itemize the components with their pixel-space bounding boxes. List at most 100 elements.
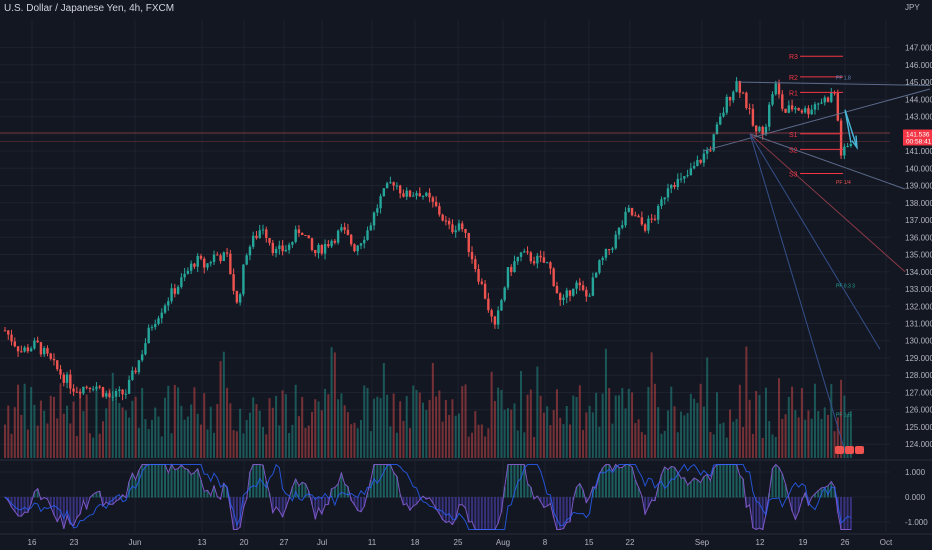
candle-body [363,239,366,244]
volume-bar [294,384,297,458]
osc-bar [160,464,163,498]
volume-bar [784,414,787,458]
osc-bar [745,497,748,508]
candle-body [444,220,448,222]
volume-bar [702,406,705,458]
volume-bar [245,419,248,458]
top-line [739,81,931,87]
candle-body [480,281,484,284]
volume-bar [399,401,402,458]
candle-body [392,182,395,186]
candle-body [13,341,16,347]
candle-body [634,215,637,217]
volume-bar [621,388,624,458]
osc-bar [484,497,487,530]
volume-bar [402,420,405,458]
volume-bar [10,433,13,458]
candle-body [565,290,568,298]
candle-body [650,218,653,220]
candle-body [830,92,833,102]
osc-bar [66,497,69,517]
candle-body [49,353,52,359]
candle-body [624,211,627,226]
osc-bar [784,484,787,498]
candle-body [147,327,150,344]
candle-body [572,288,575,296]
candle-body [26,347,30,352]
candle-body [617,227,621,235]
candle-body [673,185,676,188]
volume-bar [617,395,620,458]
volume-bar [209,406,212,458]
volume-bar [693,398,696,458]
osc-bar [304,483,307,498]
volume-bar [448,414,451,458]
candle-body [343,227,346,230]
osc-bar [154,464,157,498]
volume-bar [395,432,398,458]
y-tick-label: 126.000 [905,406,932,415]
volume-bar [640,432,643,458]
volume-bar [252,397,255,458]
volume-bar [542,412,545,458]
candle-body [591,277,595,296]
osc-bar [310,497,313,505]
candle-body [457,223,461,231]
volume-bar [79,391,82,458]
candle-body [69,374,72,389]
candle-body [291,241,294,245]
osc-bar [111,497,114,505]
volume-bar [614,395,617,458]
candle-body [206,263,209,268]
candle-body [836,93,840,121]
candle-body [839,120,843,156]
volume-bar [660,433,663,458]
osc-bar [582,490,585,498]
candle-body [42,348,46,355]
osc-bar [327,497,330,505]
candle-body [735,81,738,92]
currency-label: JPY [905,3,920,12]
osc-bar [493,497,496,530]
volume-bar [157,416,160,458]
osc-bar [617,467,620,498]
candle-body [611,248,614,250]
candle-body [689,168,693,176]
osc-bar [650,497,653,501]
candle-body [428,192,431,198]
volume-bar [653,383,656,458]
volume-bar [382,362,385,458]
osc-bar [359,497,362,513]
osc-bar [751,497,754,529]
volume-bar [706,357,709,458]
indicator-badge [835,446,844,454]
osc-line [4,463,851,531]
osc-bar [340,473,343,498]
candle-body [539,255,542,258]
osc-bar [454,497,457,520]
candle-body [108,393,111,397]
osc-bar [395,476,398,498]
y-tick-label: 129.000 [905,354,932,363]
osc-bar [356,497,359,512]
volume-bar [627,388,630,458]
y-tick-label: 147.000 [905,44,932,53]
candle-body [513,261,516,273]
volume-bar [39,400,42,458]
candle-body [382,188,386,197]
candle-body [186,270,190,274]
osc-bar [17,497,20,517]
candle-body [683,176,686,179]
volume-bar [506,408,509,458]
volume-bar [186,416,189,458]
candle-body [588,295,591,297]
candle-body [787,105,791,113]
volume-bar [363,385,366,458]
volume-bar [258,410,261,458]
volume-bar [696,402,699,458]
osc-bar [823,487,826,498]
candle-body [425,192,428,196]
osc-bar [144,464,147,498]
volume-bar [480,424,483,458]
